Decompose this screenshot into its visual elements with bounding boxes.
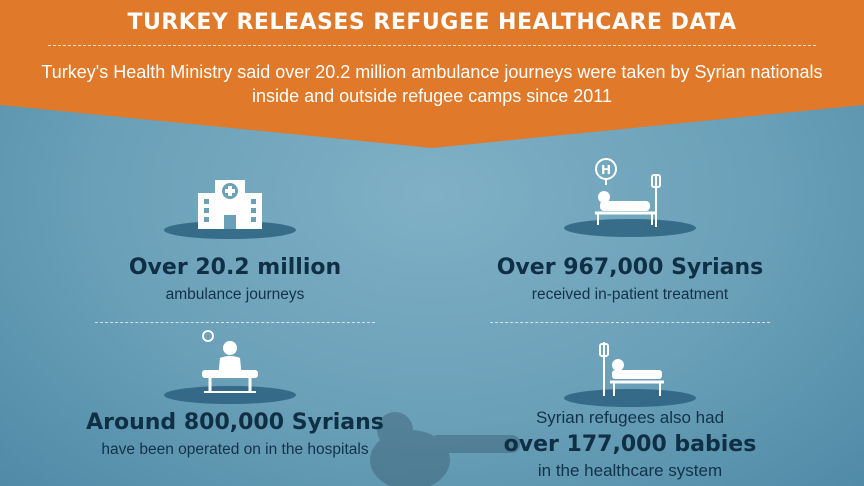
stat-ambulance-caption: ambulance journeys <box>165 286 305 303</box>
stat-surgery: Around 800,000 Syrians have been operate… <box>55 410 415 459</box>
stat-surgery-headline: Around 800,000 Syrians <box>86 410 384 435</box>
banner-shape <box>0 0 864 148</box>
hospital-building-icon <box>160 175 300 245</box>
patient-bed-iv-icon <box>560 340 700 415</box>
divider-left <box>95 322 375 323</box>
svg-text:H: H <box>601 163 611 177</box>
stat-babies: Syrian refugees also had over 177,000 ba… <box>470 408 790 481</box>
page-title: TURKEY RELEASES REFUGEE HEALTHCARE DATA <box>127 10 737 35</box>
stat-inpatient-caption: received in-patient treatment <box>531 286 729 303</box>
header-banner <box>0 0 864 150</box>
stat-inpatient-headline: Over 967,000 Syrians <box>496 255 764 280</box>
soldier-background-silhouette <box>370 412 520 486</box>
stat-inpatient: Over 967,000 Syrians received in-patient… <box>470 255 790 304</box>
stat-ambulance: Over 20.2 million ambulance journeys <box>90 255 380 304</box>
surgery-operating-table-icon <box>160 328 300 413</box>
stat-babies-intro: Syrian refugees also had <box>535 408 725 427</box>
stat-babies-headline: over 177,000 babies <box>503 432 757 457</box>
stat-babies-caption: in the healthcare system <box>537 461 723 480</box>
stat-ambulance-headline: Over 20.2 million <box>128 255 342 280</box>
stat-surgery-caption: have been operated on in the hospitals <box>101 441 369 458</box>
title-divider <box>48 45 816 46</box>
hospital-bed-patient-icon: H <box>560 155 700 245</box>
page-subtitle: Turkey's Health Ministry said over 20.2 … <box>41 62 823 106</box>
divider-right <box>490 322 770 323</box>
